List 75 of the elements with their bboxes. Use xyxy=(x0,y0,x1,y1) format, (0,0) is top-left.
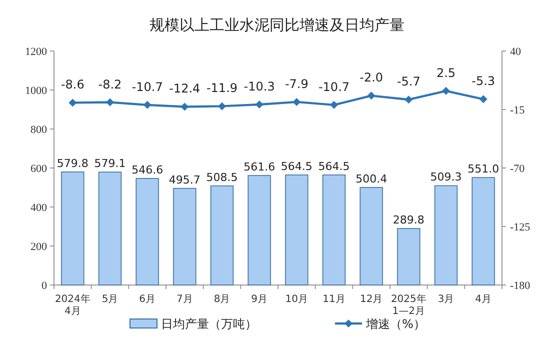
y2-tick-label: 40 xyxy=(510,46,522,58)
y-tick-label: 800 xyxy=(30,124,48,136)
y-tick-label: 1000 xyxy=(25,85,48,97)
data-label: 551.0 xyxy=(468,162,500,176)
data-label: 579.8 xyxy=(56,156,88,170)
data-label: 546.6 xyxy=(132,163,164,176)
data-label: -2.0 xyxy=(360,70,384,85)
legend-label: 日均产量（万吨） xyxy=(161,317,257,331)
y2-tick-label: -70 xyxy=(510,163,526,175)
data-label: 509.3 xyxy=(430,170,462,184)
bar xyxy=(248,175,271,286)
data-label: -8.6 xyxy=(60,78,84,92)
data-label: 495.7 xyxy=(168,173,200,186)
bar xyxy=(360,187,383,286)
point xyxy=(442,86,450,95)
point xyxy=(68,98,77,107)
point xyxy=(143,100,152,109)
data-label: 508.5 xyxy=(206,170,238,184)
bar xyxy=(434,185,458,286)
x-tick-label: 2024年 4月 xyxy=(54,293,90,317)
data-label: 289.8 xyxy=(392,213,424,226)
y-tick-label: 600 xyxy=(30,163,48,175)
point xyxy=(292,98,301,106)
data-label: -12.4 xyxy=(169,82,200,96)
x-tick-label: 2025年 1—2月 xyxy=(390,293,426,317)
bar xyxy=(322,174,346,286)
data-label: -8.2 xyxy=(98,77,122,92)
point xyxy=(404,96,413,104)
data-label: 2.5 xyxy=(436,66,456,80)
y-tick-label: 200 xyxy=(30,241,48,253)
bar xyxy=(472,177,495,286)
legend-label: 增速（%） xyxy=(365,317,426,331)
x-tick-label: 8月 xyxy=(214,294,230,305)
data-label: -10.7 xyxy=(132,80,163,94)
bar xyxy=(61,172,84,286)
y-tick-label: 1200 xyxy=(25,46,48,58)
bar xyxy=(210,185,234,286)
y2-tick-label: -125 xyxy=(510,222,531,234)
x-tick-label: 9月 xyxy=(251,294,268,305)
y-tick-label: 0 xyxy=(42,280,48,292)
bar xyxy=(397,228,420,286)
bar xyxy=(285,174,308,286)
point xyxy=(180,102,189,111)
point xyxy=(367,92,376,100)
x-tick-label: 6月 xyxy=(139,294,156,305)
data-label: -10.3 xyxy=(244,80,275,94)
data-label: 500.4 xyxy=(356,172,388,186)
point xyxy=(330,100,338,109)
chart-title: 规模以上工业水泥同比增速及日均产量 xyxy=(150,16,404,34)
y2-tick-label: -180 xyxy=(510,280,531,292)
bar xyxy=(98,172,122,286)
x-tick-label: 11月 xyxy=(322,294,346,305)
x-tick-label: 12月 xyxy=(360,294,383,305)
point xyxy=(218,102,226,110)
x-tick-label: 10月 xyxy=(285,294,308,305)
data-label: 564.5 xyxy=(280,160,312,173)
data-label: 564.5 xyxy=(318,160,350,173)
data-label: 561.6 xyxy=(244,160,276,174)
data-label: -7.9 xyxy=(284,76,308,91)
bar xyxy=(173,188,196,286)
point xyxy=(255,100,264,108)
x-tick-label: 5月 xyxy=(102,294,118,305)
y-tick-label: 400 xyxy=(30,202,48,214)
point xyxy=(106,98,114,106)
x-tick-label: 3月 xyxy=(438,294,454,305)
data-label: 579.1 xyxy=(94,157,126,170)
bar xyxy=(136,178,159,286)
x-tick-label: 4月 xyxy=(475,294,492,305)
y2-tick-label: -15 xyxy=(510,104,526,116)
data-label: -5.3 xyxy=(472,74,496,88)
x-tick-label: 7月 xyxy=(176,294,193,305)
data-label: -10.7 xyxy=(318,80,350,94)
point xyxy=(479,95,488,104)
data-label: -11.9 xyxy=(206,81,238,96)
data-label: -5.7 xyxy=(396,74,420,89)
